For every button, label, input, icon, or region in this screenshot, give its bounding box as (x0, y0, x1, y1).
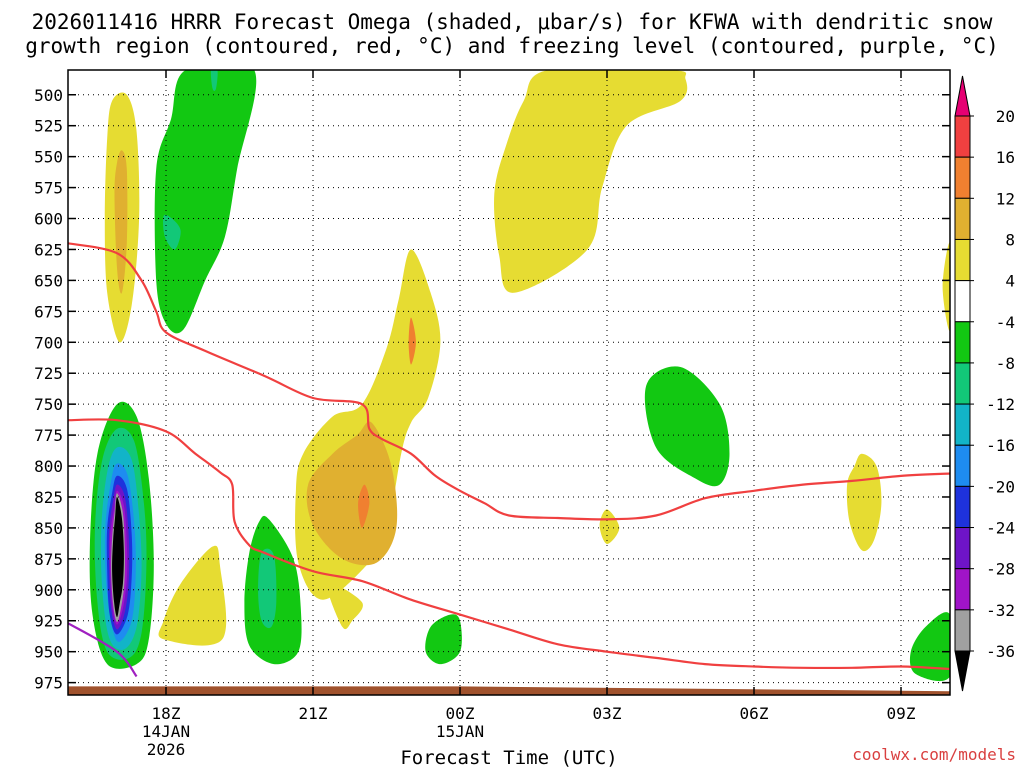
y-tick-label: 975 (34, 674, 63, 693)
x-tick-label: 18Z (152, 704, 181, 723)
y-tick-label: 925 (34, 612, 63, 631)
dgz-contour-dgz-lower (68, 418, 950, 671)
colorbar-box (954, 197, 971, 240)
colorbar-bottom-arrow (954, 650, 971, 692)
y-tick-label: 775 (34, 426, 63, 445)
omega-region-low-black (112, 497, 124, 618)
omega-region-yellow-upper-right (494, 70, 688, 293)
y-axis: 500 525 550 575 600 625 650 675 700 725 750 775 800 8… (34, 86, 950, 693)
colorbar-box (954, 527, 971, 570)
colorbar-label: -4 (996, 313, 1015, 332)
dgz-contour-dgz-upper (68, 242, 950, 521)
y-tick-label: 950 (34, 643, 63, 662)
colorbar-label: -36 (986, 642, 1015, 661)
colorbar-box (954, 444, 971, 487)
colorbar-label: 8 (1005, 230, 1015, 249)
colorbar-box (954, 238, 971, 282)
y-tick-label: 700 (34, 333, 63, 352)
x-tick-label: 00Z (446, 704, 475, 723)
y-tick-label: 825 (34, 488, 63, 507)
colorbar-label: 12 (996, 189, 1015, 208)
y-tick-label: 575 (34, 179, 63, 198)
chart-title-line2: growth region (contoured, red, °C) and f… (25, 34, 999, 58)
freezing-level-contour (68, 622, 138, 678)
colorbar-label: -20 (986, 477, 1015, 496)
y-tick-label: 600 (34, 210, 63, 229)
x-tick-year-label: 2026 (147, 740, 186, 759)
y-tick-label: 875 (34, 550, 63, 569)
x-axis-title: Forecast Time (UTC) (400, 747, 617, 768)
x-tick-date-label: 15JAN (436, 722, 484, 741)
omega-region-yellow-tail (327, 582, 363, 630)
y-tick-label: 500 (34, 86, 63, 105)
terrain-band (68, 686, 950, 695)
contours (68, 242, 950, 678)
omega-region-orange-upper (408, 317, 416, 365)
colorbar-box (954, 156, 971, 199)
colorbar-label: 4 (1005, 272, 1015, 291)
colorbar-box (954, 403, 971, 446)
colorbar-label: -32 (986, 601, 1015, 620)
omega-region-teal-21z (258, 548, 277, 629)
credit-text: coolwx.com/models (852, 745, 1016, 764)
y-tick-label: 725 (34, 364, 63, 383)
colorbar-label: 16 (996, 148, 1015, 167)
x-tick-label: 06Z (740, 704, 769, 723)
omega-region-green-00z-small (425, 614, 462, 665)
y-tick-label: 750 (34, 395, 63, 414)
y-tick-label: 625 (34, 240, 63, 259)
y-tick-label: 900 (34, 581, 63, 600)
omega-region-orange-diag (306, 421, 398, 566)
x-tick-label: 21Z (299, 704, 328, 723)
omega-region-green-03z (644, 366, 730, 487)
y-tick-label: 550 (34, 148, 63, 167)
omega-region-tower-teal-top (210, 70, 218, 91)
plot-frame (67, 69, 951, 696)
y-tick-label: 525 (34, 117, 63, 136)
colorbar-box (954, 321, 971, 364)
colorbar-legend: 20 16 12 8 4 -4 -8 -12 -16 -20 -24 -28 -32 -36 (954, 75, 1015, 692)
colorbar-label: -8 (996, 354, 1015, 373)
colorbar-box (954, 362, 971, 405)
colorbar-label: -28 (986, 560, 1015, 579)
x-tick-label: 09Z (887, 704, 916, 723)
y-tick-label: 850 (34, 519, 63, 538)
omega-region-green-right-bottom (909, 612, 950, 682)
x-tick-label: 03Z (593, 704, 622, 723)
colorbar-box (954, 568, 971, 611)
colorbar-box (954, 485, 971, 529)
colorbar-box (954, 609, 971, 652)
x-tick-date-label: 14JAN (142, 722, 190, 741)
colorbar-box (954, 280, 971, 323)
omega-region-yellow-low-left (158, 545, 227, 646)
omega-shading (68, 70, 950, 695)
chart-title-line1: 2026011416 HRRR Forecast Omega (shaded, … (32, 10, 993, 34)
gridlines (68, 70, 950, 695)
colorbar-label: -12 (986, 395, 1015, 414)
y-tick-label: 650 (34, 271, 63, 290)
omega-region-tower-green (154, 70, 257, 334)
colorbar-label: -24 (986, 519, 1015, 538)
omega-region-yellow-right-edge (942, 242, 950, 331)
y-tick-label: 675 (34, 302, 63, 321)
colorbar-label: 20 (996, 107, 1015, 126)
omega-region-tower-teal-mid (163, 214, 181, 250)
colorbar-label: -16 (986, 436, 1015, 455)
y-tick-label: 800 (34, 457, 63, 476)
colorbar-box (954, 115, 971, 158)
omega-region-orange-spot (358, 484, 370, 528)
